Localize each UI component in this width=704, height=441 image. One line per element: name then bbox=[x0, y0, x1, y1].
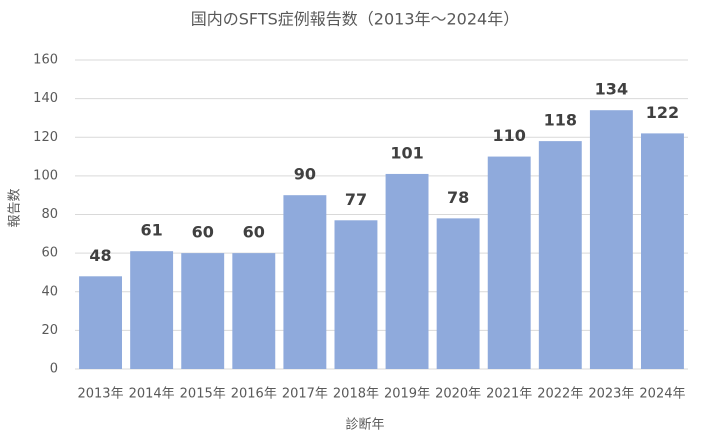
value-label: 61 bbox=[140, 221, 162, 240]
x-tick-label: 2013年 bbox=[77, 387, 123, 402]
value-label: 110 bbox=[493, 126, 526, 145]
x-axis-label: 診断年 bbox=[345, 417, 384, 433]
bar bbox=[487, 156, 531, 369]
x-tick-label: 2022年 bbox=[537, 387, 583, 402]
x-tick-label: 2021年 bbox=[486, 387, 532, 402]
bar bbox=[79, 276, 122, 369]
x-tick-label: 2018年 bbox=[333, 387, 379, 402]
value-label: 101 bbox=[390, 143, 423, 162]
value-label: 60 bbox=[243, 223, 265, 242]
x-tick-label: 2019年 bbox=[384, 387, 430, 402]
value-label: 60 bbox=[192, 223, 214, 242]
y-tick-label: 60 bbox=[41, 246, 58, 261]
y-tick-label: 20 bbox=[41, 323, 58, 338]
chart-title: 国内のSFTS症例報告数（2013年～2024年） bbox=[191, 10, 519, 29]
x-tick-label: 2016年 bbox=[231, 387, 277, 402]
y-tick-label: 160 bbox=[33, 53, 58, 68]
bar bbox=[334, 220, 378, 369]
value-label: 78 bbox=[447, 188, 469, 207]
bar bbox=[181, 253, 225, 369]
bar bbox=[538, 141, 582, 369]
value-label: 118 bbox=[544, 111, 577, 130]
bar bbox=[283, 195, 327, 369]
x-tick-label: 2024年 bbox=[639, 387, 685, 402]
y-tick-label: 80 bbox=[41, 207, 58, 222]
bar bbox=[641, 133, 684, 369]
value-label: 48 bbox=[89, 246, 111, 265]
value-label: 134 bbox=[595, 80, 628, 99]
y-tick-label: 120 bbox=[33, 130, 58, 145]
value-label: 77 bbox=[345, 190, 367, 209]
x-tick-label: 2015年 bbox=[180, 387, 226, 402]
y-tick-label: 40 bbox=[41, 284, 58, 299]
value-label: 122 bbox=[646, 103, 679, 122]
x-tick-label: 2020年 bbox=[435, 387, 481, 402]
x-tick-label: 2023年 bbox=[588, 387, 634, 402]
bar bbox=[385, 173, 429, 369]
y-tick-label: 140 bbox=[33, 91, 58, 106]
x-tick-label: 2017年 bbox=[282, 387, 328, 402]
bar bbox=[232, 253, 276, 369]
x-tick-label: 2014年 bbox=[129, 387, 175, 402]
y-tick-label: 0 bbox=[50, 362, 58, 377]
bar bbox=[589, 110, 633, 370]
bar bbox=[436, 218, 480, 369]
bar bbox=[130, 251, 174, 369]
y-tick-label: 100 bbox=[33, 168, 58, 183]
y-axis-label: 報告数 bbox=[8, 188, 23, 227]
value-label: 90 bbox=[294, 165, 316, 184]
